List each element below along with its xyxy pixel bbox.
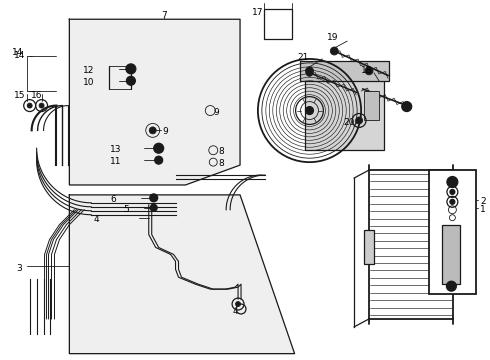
- Circle shape: [149, 127, 156, 134]
- Text: 8: 8: [218, 147, 224, 156]
- Circle shape: [446, 281, 456, 291]
- Text: 16: 16: [31, 91, 42, 100]
- Text: 13: 13: [109, 145, 121, 154]
- Text: 9: 9: [163, 127, 169, 136]
- Circle shape: [447, 176, 458, 188]
- Circle shape: [126, 64, 136, 74]
- Text: 5: 5: [123, 205, 129, 214]
- Bar: [429, 170, 476, 294]
- Text: 14: 14: [14, 51, 25, 60]
- Text: 7: 7: [161, 11, 167, 20]
- Polygon shape: [70, 195, 294, 354]
- Circle shape: [306, 67, 314, 75]
- Circle shape: [450, 189, 455, 194]
- Circle shape: [39, 103, 44, 108]
- Bar: [264, 9, 292, 39]
- Text: 4: 4: [232, 307, 238, 316]
- Circle shape: [154, 143, 164, 153]
- Text: 3: 3: [17, 264, 23, 273]
- Circle shape: [365, 67, 373, 75]
- Bar: [299, 61, 389, 81]
- Circle shape: [330, 47, 338, 55]
- Circle shape: [356, 117, 363, 124]
- Text: 15: 15: [14, 91, 25, 100]
- Circle shape: [450, 199, 455, 204]
- Text: 21: 21: [298, 53, 309, 62]
- Text: 20: 20: [343, 118, 355, 127]
- Circle shape: [236, 302, 241, 306]
- Circle shape: [155, 156, 163, 164]
- Text: 11: 11: [109, 157, 121, 166]
- Text: 17: 17: [252, 8, 264, 17]
- Bar: [364, 230, 374, 264]
- Bar: [442, 225, 460, 284]
- Text: 8: 8: [218, 159, 224, 168]
- Circle shape: [126, 76, 135, 85]
- Circle shape: [150, 194, 158, 202]
- Circle shape: [306, 69, 313, 76]
- Bar: [364, 91, 379, 121]
- Text: 6: 6: [110, 195, 116, 204]
- Circle shape: [27, 103, 32, 108]
- Text: 9: 9: [213, 108, 219, 117]
- Text: 4: 4: [94, 215, 99, 224]
- Text: 19: 19: [326, 33, 338, 42]
- Bar: [453, 210, 465, 249]
- Circle shape: [150, 204, 157, 211]
- Text: 10: 10: [83, 78, 94, 87]
- Circle shape: [402, 102, 412, 112]
- Polygon shape: [70, 19, 240, 185]
- Text: 14: 14: [12, 48, 23, 57]
- Text: 1: 1: [480, 205, 486, 214]
- Bar: [305, 76, 384, 150]
- Text: 12: 12: [83, 66, 94, 75]
- Text: 18: 18: [361, 66, 373, 75]
- Circle shape: [306, 107, 314, 114]
- Circle shape: [129, 67, 133, 71]
- Text: 2: 2: [480, 197, 486, 206]
